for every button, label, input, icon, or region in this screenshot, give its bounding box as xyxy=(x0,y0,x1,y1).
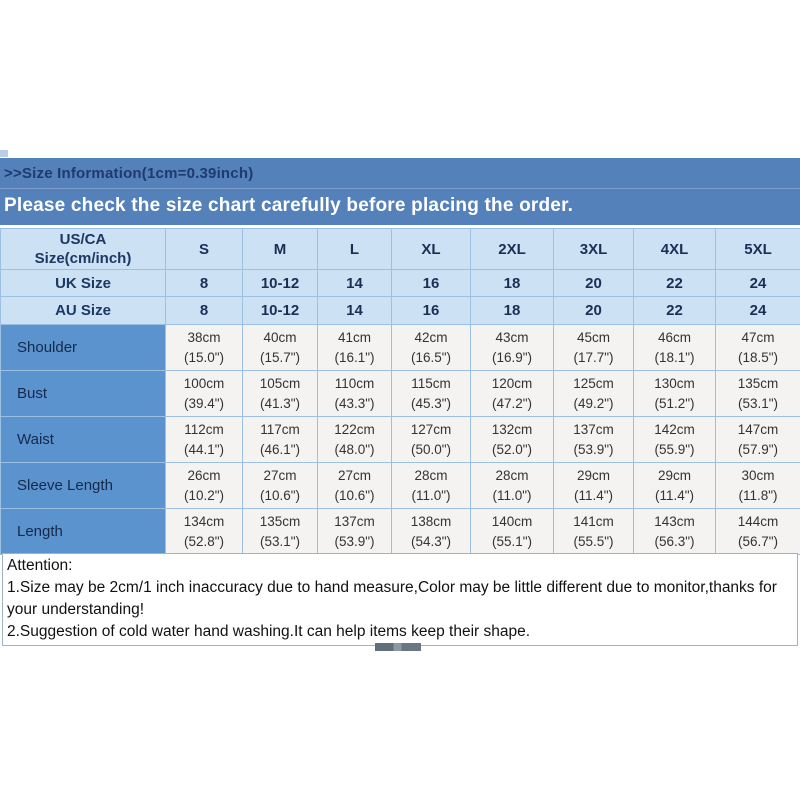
waist-value: 142cm (55.9") xyxy=(633,416,716,463)
bust-value: 100cm (39.4") xyxy=(165,370,243,417)
size-info-banner: >>Size Information(1cm=0.39inch) Please … xyxy=(0,158,800,225)
size-chart-table: US/CA Size(cm/inch) S M L XL 2XL 3XL 4XL… xyxy=(0,228,800,555)
bust-value: 110cm (43.3") xyxy=(317,370,392,417)
shoulder-value: 46cm (18.1") xyxy=(633,324,716,371)
sleeve-length-value: 30cm (11.8") xyxy=(715,462,800,509)
uk-size-value: 24 xyxy=(715,269,800,297)
size-col-header-l: L xyxy=(317,228,392,270)
bust-label: Bust xyxy=(0,370,166,417)
length-row: Length 134cm (52.8") 135cm (53.1") 137cm… xyxy=(0,508,800,555)
au-size-value: 8 xyxy=(165,296,243,325)
au-size-value: 10-12 xyxy=(242,296,318,325)
uk-size-value: 10-12 xyxy=(242,269,318,297)
shoulder-label: Shoulder xyxy=(0,324,166,371)
size-col-header-s: S xyxy=(165,228,243,270)
waist-value: 112cm (44.1") xyxy=(165,416,243,463)
shoulder-value: 40cm (15.7") xyxy=(242,324,318,371)
sleeve-length-value: 28cm (11.0") xyxy=(470,462,554,509)
sleeve-length-row: Sleeve Length 26cm (10.2") 27cm (10.6") … xyxy=(0,462,800,509)
au-size-value: 18 xyxy=(470,296,554,325)
waist-value: 117cm (46.1") xyxy=(242,416,318,463)
waist-value: 132cm (52.0") xyxy=(470,416,554,463)
shoulder-value: 41cm (16.1") xyxy=(317,324,392,371)
waist-label: Waist xyxy=(0,416,166,463)
shoulder-row: Shoulder 38cm (15.0") 40cm (15.7") 41cm … xyxy=(0,324,800,371)
size-col-header-4xl: 4XL xyxy=(633,228,716,270)
uk-size-value: 20 xyxy=(553,269,634,297)
table-header-row: US/CA Size(cm/inch) S M L XL 2XL 3XL 4XL… xyxy=(0,228,800,270)
corner-notch-mark xyxy=(0,150,8,157)
waist-value: 127cm (50.0") xyxy=(391,416,471,463)
waist-value: 122cm (48.0") xyxy=(317,416,392,463)
uk-size-value: 16 xyxy=(391,269,471,297)
length-value: 138cm (54.3") xyxy=(391,508,471,555)
au-size-value: 20 xyxy=(553,296,634,325)
shoulder-value: 47cm (18.5") xyxy=(715,324,800,371)
bust-value: 105cm (41.3") xyxy=(242,370,318,417)
bust-value: 135cm (53.1") xyxy=(715,370,800,417)
au-size-row: AU Size 8 10-12 14 16 18 20 22 24 xyxy=(0,296,800,325)
waist-row: Waist 112cm (44.1") 117cm (46.1") 122cm … xyxy=(0,416,800,463)
sleeve-length-value: 28cm (11.0") xyxy=(391,462,471,509)
length-value: 135cm (53.1") xyxy=(242,508,318,555)
shoulder-value: 45cm (17.7") xyxy=(553,324,634,371)
length-value: 140cm (55.1") xyxy=(470,508,554,555)
attention-title: Attention: xyxy=(7,557,73,574)
sleeve-length-value: 27cm (10.6") xyxy=(317,462,392,509)
sleeve-length-value: 29cm (11.4") xyxy=(553,462,634,509)
check-chart-notice: Please check the size chart carefully be… xyxy=(0,188,800,225)
us-ca-size-header-cell: US/CA Size(cm/inch) xyxy=(0,228,166,270)
uk-size-value: 22 xyxy=(633,269,716,297)
length-value: 143cm (56.3") xyxy=(633,508,716,555)
waist-value: 147cm (57.9") xyxy=(715,416,800,463)
size-col-header-3xl: 3XL xyxy=(553,228,634,270)
shoulder-value: 43cm (16.9") xyxy=(470,324,554,371)
attention-notes-box: Attention: 1.Size may be 2cm/1 inch inac… xyxy=(2,553,798,646)
bust-value: 130cm (51.2") xyxy=(633,370,716,417)
attention-note-2: 2.Suggestion of cold water hand washing.… xyxy=(7,623,531,640)
length-label: Length xyxy=(0,508,166,555)
uk-size-value: 14 xyxy=(317,269,392,297)
uk-size-label: UK Size xyxy=(0,269,166,297)
attention-note-1: 1.Size may be 2cm/1 inch inaccuracy due … xyxy=(7,579,777,618)
bust-value: 115cm (45.3") xyxy=(391,370,471,417)
sleeve-length-value: 27cm (10.6") xyxy=(242,462,318,509)
au-size-value: 14 xyxy=(317,296,392,325)
au-size-value: 24 xyxy=(715,296,800,325)
scrollbar-thumb[interactable] xyxy=(375,643,421,651)
length-value: 141cm (55.5") xyxy=(553,508,634,555)
sleeve-length-value: 29cm (11.4") xyxy=(633,462,716,509)
size-col-header-m: M xyxy=(242,228,318,270)
au-size-label: AU Size xyxy=(0,296,166,325)
bust-value: 125cm (49.2") xyxy=(553,370,634,417)
length-value: 134cm (52.8") xyxy=(165,508,243,555)
size-col-header-2xl: 2XL xyxy=(470,228,554,270)
au-size-value: 22 xyxy=(633,296,716,325)
length-value: 137cm (53.9") xyxy=(317,508,392,555)
uk-size-value: 8 xyxy=(165,269,243,297)
size-col-header-xl: XL xyxy=(391,228,471,270)
bust-value: 120cm (47.2") xyxy=(470,370,554,417)
uk-size-row: UK Size 8 10-12 14 16 18 20 22 24 xyxy=(0,269,800,297)
size-col-header-5xl: 5XL xyxy=(715,228,800,270)
waist-value: 137cm (53.9") xyxy=(553,416,634,463)
au-size-value: 16 xyxy=(391,296,471,325)
uk-size-value: 18 xyxy=(470,269,554,297)
bust-row: Bust 100cm (39.4") 105cm (41.3") 110cm (… xyxy=(0,370,800,417)
length-value: 144cm (56.7") xyxy=(715,508,800,555)
sleeve-length-value: 26cm (10.2") xyxy=(165,462,243,509)
shoulder-value: 42cm (16.5") xyxy=(391,324,471,371)
sleeve-length-label: Sleeve Length xyxy=(0,462,166,509)
size-info-title: >>Size Information(1cm=0.39inch) xyxy=(4,165,254,182)
shoulder-value: 38cm (15.0") xyxy=(165,324,243,371)
